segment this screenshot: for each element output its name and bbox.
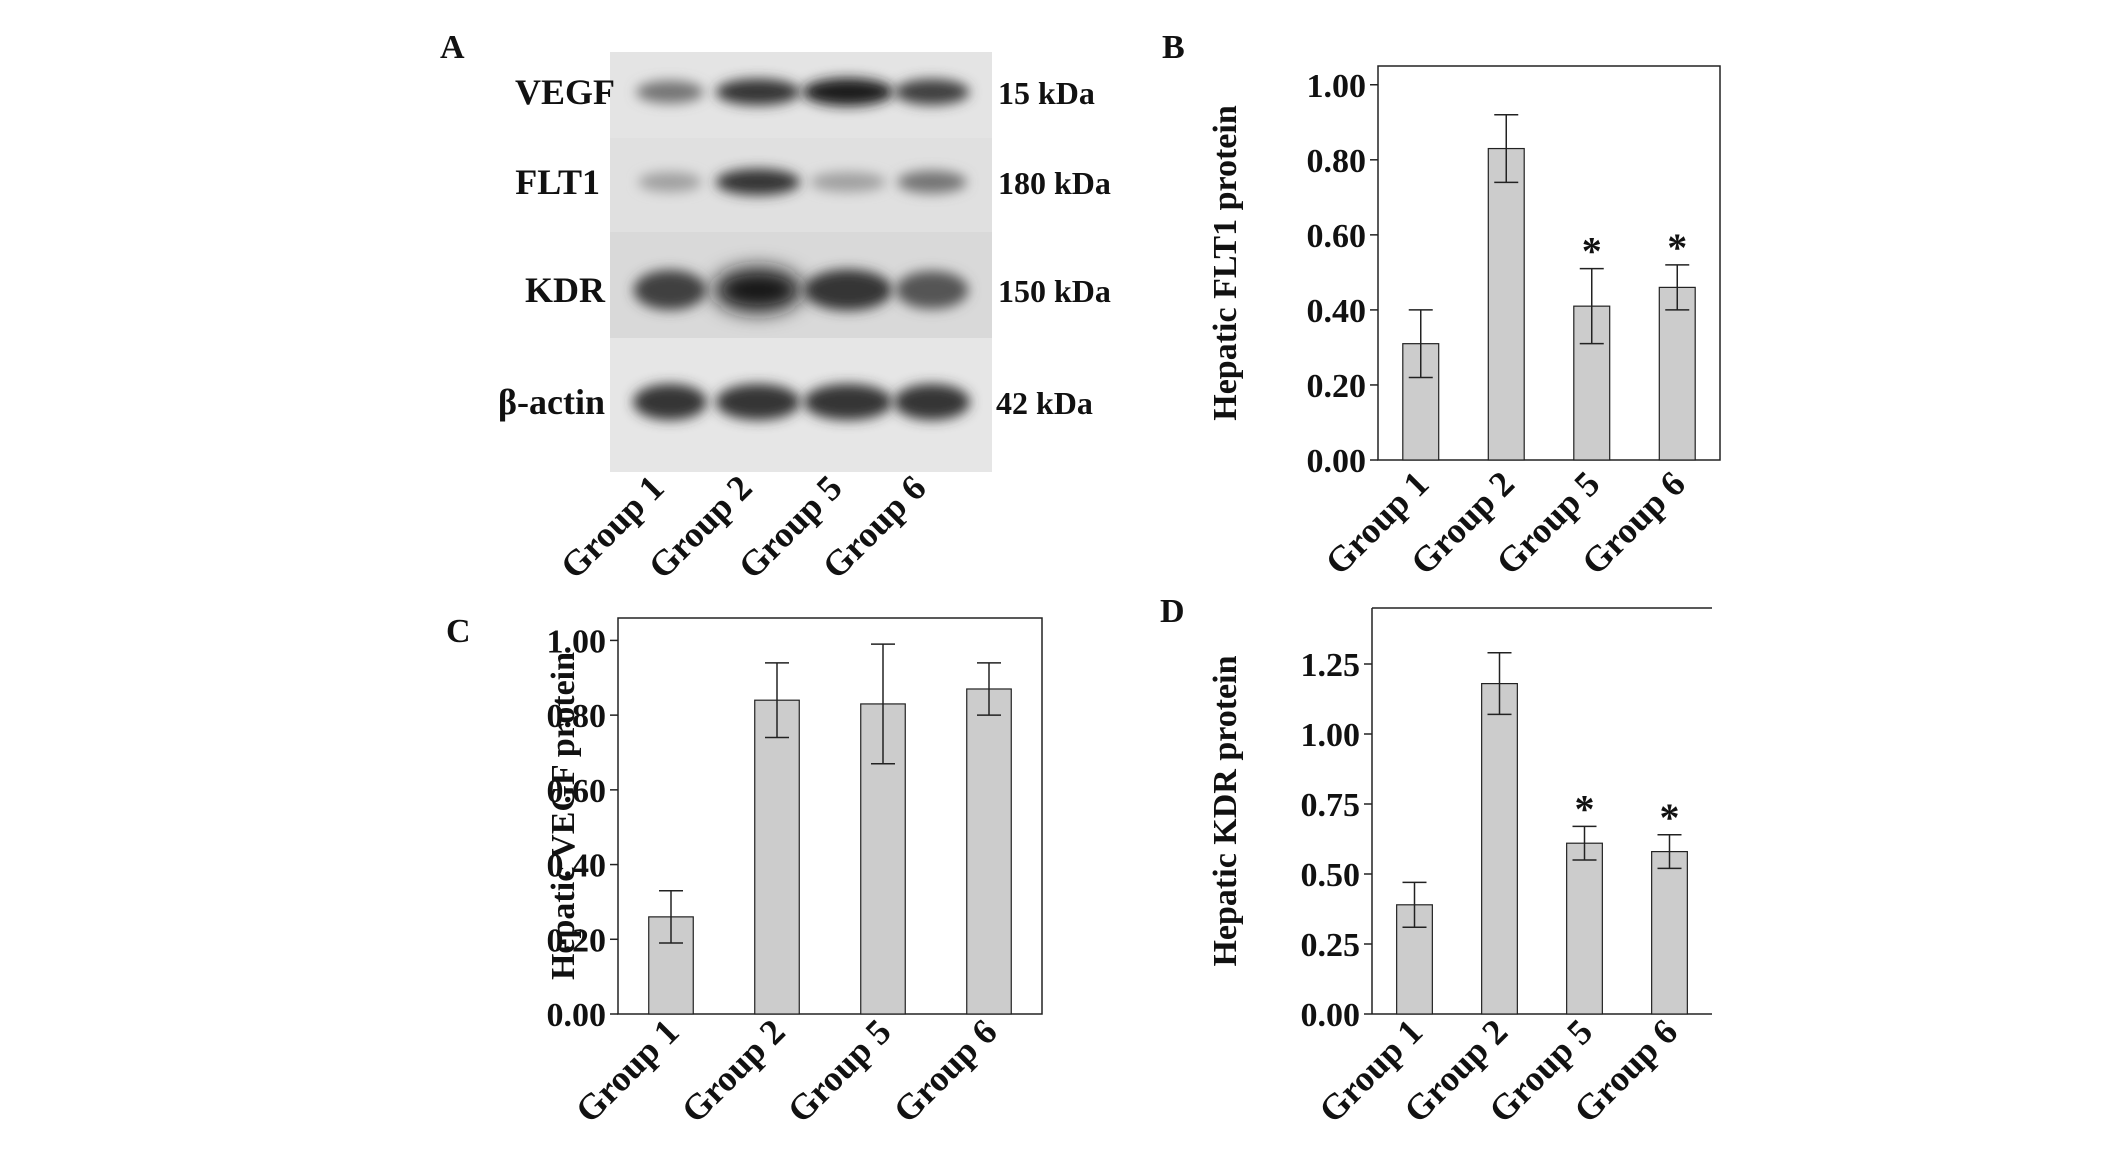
panel-d-error-bar-group-6 xyxy=(1657,834,1682,870)
panel-d-bar-group-5 xyxy=(1566,842,1603,1015)
band-vegf-group-6 xyxy=(894,79,970,105)
blot-image xyxy=(610,52,992,472)
panel-c-ytick-label-3: 0.60 xyxy=(547,773,607,810)
panel-b-significance-group-5: * xyxy=(1582,229,1602,274)
panel-d-error-bar-group-2 xyxy=(1487,652,1512,716)
panel-b-ytick-label-3: 0.60 xyxy=(1307,218,1367,255)
panel-d-significance-group-6: * xyxy=(1660,795,1680,840)
panel-d-error-bar-group-1 xyxy=(1402,881,1427,928)
panel-b-ytick-label-5: 1.00 xyxy=(1307,68,1367,105)
panel-b-significance-group-6: * xyxy=(1667,225,1687,270)
band-flt1-group-5 xyxy=(809,171,887,193)
band-label-vegf: VEGF xyxy=(515,72,615,112)
panel-c-letter: C xyxy=(446,613,471,650)
panel-c-error-bar-group-2 xyxy=(765,662,789,739)
panel-c-bar-group-2 xyxy=(754,699,800,1015)
kda-label-flt1: 180 kDa xyxy=(998,165,1111,201)
panel-c-category-label-group-2: Group 2 xyxy=(674,1011,793,1130)
panel-b-error-bar-group-1 xyxy=(1408,309,1433,379)
panel-d-kdr-chart: D 0.00 0.25 0.50 0.75 1.00 1.25 Hepatic KDR pro… xyxy=(1160,593,1712,1130)
panel-d-significance-group-5: * xyxy=(1575,786,1595,831)
band-label-flt1: FLT1 xyxy=(515,162,600,202)
band-vegf-group-5 xyxy=(802,78,894,106)
band-flt1-group-2 xyxy=(715,168,801,196)
panel-d-ytick-label-1: 0.25 xyxy=(1301,927,1361,964)
panel-b-bar-group-6 xyxy=(1658,286,1696,461)
band-flt1-group-1 xyxy=(638,171,702,193)
band-kdr-group-6 xyxy=(895,270,969,310)
band-actin-group-5 xyxy=(803,383,893,421)
panel-d-ytick-label-2: 0.50 xyxy=(1301,857,1361,894)
panel-c-ytick-label-1: 0.20 xyxy=(547,922,607,959)
panel-b-ytick-label-2: 0.40 xyxy=(1307,293,1367,330)
panel-c-category-label-group-6: Group 6 xyxy=(886,1011,1005,1130)
band-vegf-group-2 xyxy=(715,78,801,106)
panel-b-error-bar-group-5 xyxy=(1579,267,1604,345)
panel-d-bar-group-6 xyxy=(1651,850,1688,1015)
panel-c-ytick-label-2: 0.40 xyxy=(547,848,607,885)
panel-c-ytick-label-5: 1.00 xyxy=(547,623,607,660)
panel-d-ytick-label-5: 1.25 xyxy=(1301,647,1361,684)
panel-b-letter: B xyxy=(1162,29,1185,66)
band-label-kdr: KDR xyxy=(525,270,606,310)
band-actin-group-6 xyxy=(894,383,970,421)
panel-c-category-label-group-5: Group 5 xyxy=(780,1011,899,1130)
band-vegf-group-1 xyxy=(636,80,704,104)
panel-c-y-axis-title: Hepatic VEGF protein xyxy=(545,652,582,980)
panel-b-flt1-chart: B 0.00 0.20 0.40 0.60 0.80 1.00 Hepatic FLT1 pr… xyxy=(1162,29,1721,582)
band-kdr-group-5 xyxy=(803,269,893,311)
panel-d-bar-group-2 xyxy=(1481,682,1518,1015)
panel-c-error-bar-group-1 xyxy=(659,889,683,944)
band-kdr-group-1 xyxy=(633,269,707,311)
panel-c-ytick-label-0: 0.00 xyxy=(547,997,607,1034)
panel-b-ytick-label-4: 0.80 xyxy=(1307,143,1367,180)
panel-d-letter: D xyxy=(1160,593,1185,630)
panel-c-bar-group-6 xyxy=(966,688,1012,1015)
panel-c-plot-frame xyxy=(617,617,1043,1015)
panel-d-ytick-label-3: 0.75 xyxy=(1301,787,1361,824)
kda-label-actin: 42 kDa xyxy=(996,385,1093,421)
panel-b-error-bar-group-6 xyxy=(1665,264,1690,311)
panel-b-y-axis-title: Hepatic FLT1 protein xyxy=(1207,105,1244,421)
band-kdr-group-2 xyxy=(714,267,802,313)
kda-label-kdr: 150 kDa xyxy=(998,273,1111,309)
panel-b-ytick-label-1: 0.20 xyxy=(1307,368,1367,405)
panel-d-y-axis-title: Hepatic KDR protein xyxy=(1207,655,1244,966)
band-actin-group-1 xyxy=(633,383,707,421)
panel-b-plot-frame xyxy=(1377,65,1721,461)
panel-b-ytick-label-0: 0.00 xyxy=(1307,443,1367,480)
panel-b-bar-group-2 xyxy=(1487,147,1525,461)
panel-c-ytick-label-4: 0.80 xyxy=(547,698,607,735)
kda-label-vegf: 15 kDa xyxy=(998,75,1095,111)
panel-a-western-blot: A VEGF 15 kDa FLT1 180 kDa KDR 150 kDa β-actin… xyxy=(440,29,1111,586)
panel-c-error-bar-group-5 xyxy=(871,643,895,765)
band-label-actin: β-actin xyxy=(498,382,605,422)
panel-b-error-bar-group-2 xyxy=(1494,114,1519,184)
band-flt1-group-6 xyxy=(897,170,967,194)
panel-c-error-bar-group-6 xyxy=(977,662,1001,716)
panel-letter-a: A xyxy=(440,29,465,66)
panel-d-ytick-label-4: 1.00 xyxy=(1301,717,1361,754)
panel-d-ytick-label-0: 0.00 xyxy=(1301,997,1361,1034)
band-actin-group-2 xyxy=(715,383,801,421)
panel-d-error-bar-group-5 xyxy=(1572,825,1597,861)
